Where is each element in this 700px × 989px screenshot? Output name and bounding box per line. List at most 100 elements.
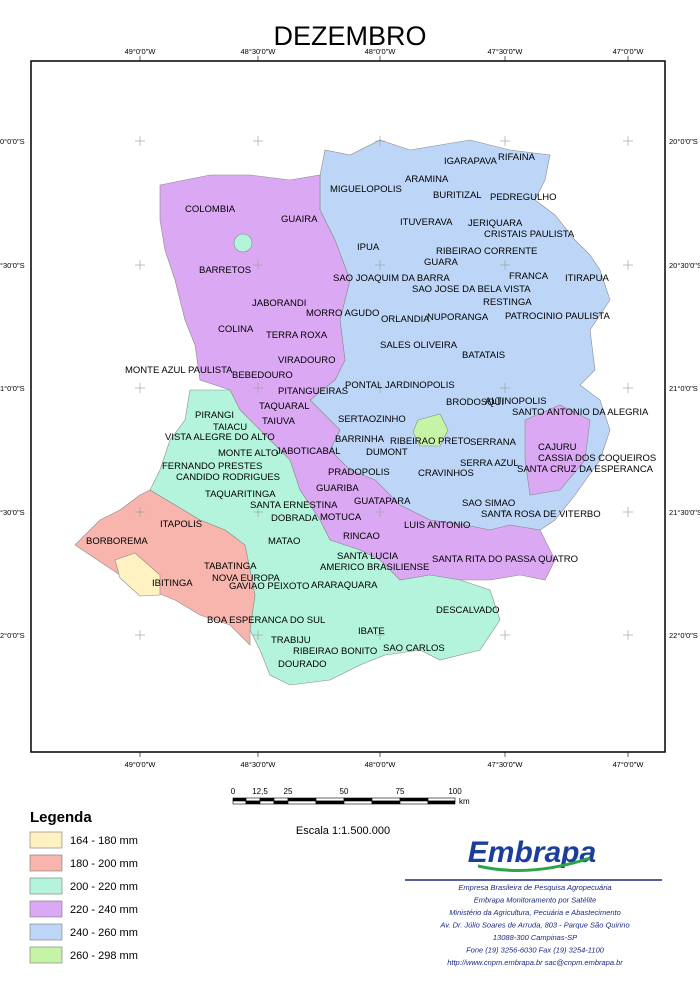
city-label: GAVIAO PEIXOTO <box>229 581 309 592</box>
legend-swatch <box>29 946 63 964</box>
city-label: DESCALVADO <box>436 605 500 616</box>
left-coord: 0°0'0"S <box>0 137 25 146</box>
city-label: ALTINOPOLIS <box>485 396 547 407</box>
left-coord: 1°0'0"S <box>0 384 25 393</box>
legend-label: 220 - 240 mm <box>70 904 138 916</box>
top-coord: 49°0'0"W <box>125 47 157 56</box>
city-label: ITIRAPUA <box>565 273 609 284</box>
scale-segment <box>399 797 429 802</box>
city-label: TAIUVA <box>262 416 296 427</box>
scale-segment <box>259 797 275 802</box>
legend-swatch <box>29 923 63 941</box>
scale-text: Escala 1:1.500.000 <box>296 825 390 837</box>
city-label: IBATE <box>358 626 385 637</box>
city-label: ARAMINA <box>405 174 449 185</box>
scale-label: 0 <box>231 787 236 796</box>
left-coord: 2°0'0"S <box>0 631 25 640</box>
city-label: SAO CARLOS <box>383 643 445 654</box>
city-label: TRABIJU <box>271 635 311 646</box>
footer-line: Empresa Brasileira de Pesquisa Agropecuá… <box>458 883 611 892</box>
city-label: CRISTAIS PAULISTA <box>484 229 575 240</box>
city-label: GUARA <box>424 257 458 268</box>
legend-label: 200 - 220 mm <box>70 881 138 893</box>
city-label: SERRA AZUL <box>460 458 519 469</box>
city-label: RIBEIRAO BONITO <box>293 646 377 657</box>
scale-segment <box>232 797 247 802</box>
city-label: BORBOREMA <box>86 536 148 547</box>
city-label: SANTA CRUZ DA ESPERANCA <box>517 464 654 475</box>
legend: 164 - 180 mm 180 - 200 mm 200 - 220 mm 220 … <box>29 831 138 964</box>
footer-line: Ministério da Agricultura, Pecuária e Ab… <box>449 908 621 917</box>
regions <box>74 139 611 686</box>
scale-label: 75 <box>396 787 405 796</box>
right-coord: 21°0'0"S <box>669 384 698 393</box>
city-label: BRODOSQUI <box>446 397 504 408</box>
city-label: CASSIA DOS COQUEIROS <box>538 453 656 464</box>
right-coord: 20°30'0"S <box>669 261 700 270</box>
scale-segment <box>343 797 373 802</box>
city-label: CRAVINHOS <box>418 468 474 479</box>
legend-swatch <box>29 900 63 918</box>
city-label: DOURADO <box>278 659 327 670</box>
city-label: DUMONT <box>366 447 408 458</box>
scale-segment <box>343 800 373 805</box>
city-label: BEBEDOURO <box>232 370 293 381</box>
scale-unit: km <box>459 797 470 806</box>
bottom-coord: 48°0'0"W <box>365 760 397 769</box>
city-label: RIBEIRAO CORRENTE <box>436 246 537 257</box>
scale-segment <box>287 800 317 805</box>
scale-segment <box>315 800 345 805</box>
scale-segment <box>259 800 275 805</box>
legend-label: 260 - 298 mm <box>70 950 138 962</box>
city-label: LUIS ANTONIO <box>404 520 470 531</box>
city-label: BURITIZAL <box>433 190 482 201</box>
scale-label: 12,5 <box>252 787 268 796</box>
legend-swatch <box>29 854 63 872</box>
city-label: ARARAQUARA <box>311 580 378 591</box>
city-label: JERIQUARA <box>468 218 523 229</box>
city-label: IGARAPAVA <box>444 156 497 167</box>
footer-line: http://www.cnpm.embrapa.br sac@cnpm.embr… <box>447 958 623 967</box>
city-label: FRANCA <box>509 271 549 282</box>
scale-segment <box>245 797 261 802</box>
scale-label: 25 <box>284 787 293 796</box>
region-260-298 <box>412 413 449 447</box>
city-label: IPUA <box>357 242 380 253</box>
legend-label: 240 - 260 mm <box>70 927 138 939</box>
city-label: MONTE AZUL PAULISTA <box>125 365 233 376</box>
city-label: CANDIDO RODRIGUES <box>176 472 280 483</box>
city-label: GUATAPARA <box>354 496 411 507</box>
city-label: FERNANDO PRESTES <box>162 461 262 472</box>
city-label: BARRINHA <box>335 434 385 445</box>
bottom-coord: 49°0'0"W <box>125 760 157 769</box>
city-label: COLOMBIA <box>185 204 236 215</box>
city-label: NUPORANGA <box>427 312 489 323</box>
region-220-240 <box>524 404 591 496</box>
city-label: ITAPOLIS <box>160 519 202 530</box>
city-label: BATATAIS <box>462 350 505 361</box>
city-label: TABATINGA <box>204 561 257 572</box>
footer-line: Embrapa Monitoramento por Satélite <box>474 896 597 905</box>
city-label: JARDINOPOLIS <box>385 380 455 391</box>
city-label: PONTAL <box>345 380 382 391</box>
city-label: RESTINGA <box>483 297 532 308</box>
grid-crosses <box>135 136 633 640</box>
city-label: ORLANDIA <box>381 314 430 325</box>
footer-line: Fone (19) 3256-6030 Fax (19) 3254-1100 <box>466 946 605 955</box>
region-164-180 <box>114 552 161 597</box>
city-label: PRADOPOLIS <box>328 467 390 478</box>
scale-segment <box>232 800 247 805</box>
bottom-coord: 48°30'0"W <box>240 760 276 769</box>
scale-segment <box>315 797 345 802</box>
city-label: SANTA RITA DO PASSA QUATRO <box>432 554 578 565</box>
city-label: MORRO AGUDO <box>306 308 379 319</box>
legend-label: 180 - 200 mm <box>70 858 138 870</box>
city-label: SANTA ERNESTINA <box>250 500 338 511</box>
region-180-200 <box>74 489 256 646</box>
scale-segment <box>273 800 289 805</box>
city-label: GUARIBA <box>316 483 359 494</box>
scale-segment <box>245 800 261 805</box>
city-label: TAQUARITINGA <box>205 489 276 500</box>
